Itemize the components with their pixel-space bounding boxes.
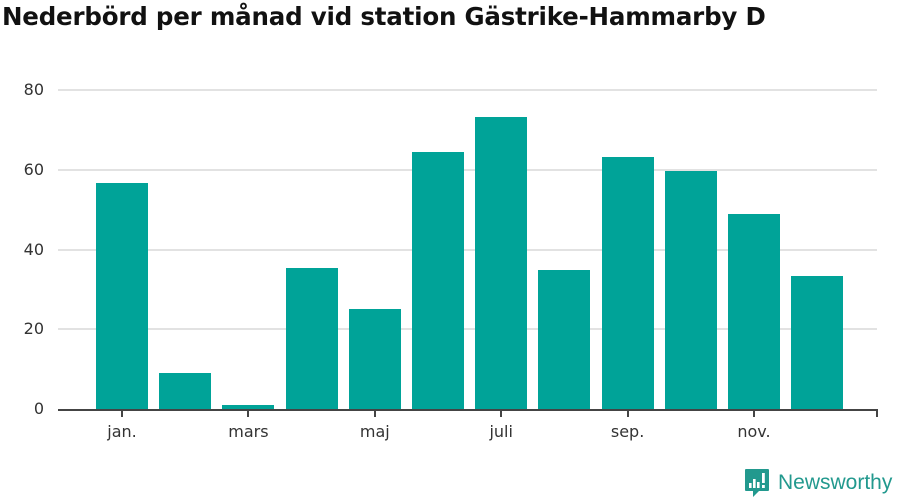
gridline [58, 89, 877, 91]
y-tick-label: 20 [23, 319, 44, 339]
bar-juni [412, 152, 464, 409]
bar-april [285, 268, 338, 409]
x-tick [121, 410, 123, 417]
x-tick-label: maj [359, 422, 390, 441]
bar-jan [96, 183, 148, 409]
bar-sep [601, 156, 654, 409]
x-tick-label: juli [489, 422, 513, 441]
bar-mars [222, 405, 275, 409]
x-tick-label: sep. [610, 422, 645, 441]
gridline [58, 168, 877, 171]
y-tick-label: 80 [23, 80, 44, 99]
bar-dec [791, 276, 844, 409]
x-tick [373, 410, 376, 417]
newsworthy-logo-icon [745, 469, 769, 497]
x-tick [500, 410, 503, 417]
y-tick-label: 0 [33, 399, 44, 418]
bar-okt [664, 171, 717, 409]
x-axis-line [58, 409, 878, 411]
x-tick-label: nov. [737, 422, 771, 441]
brand-name: Newsworthy [778, 471, 893, 494]
bar-maj [348, 308, 401, 409]
newsworthy-brand: Newsworthy [744, 468, 892, 498]
x-tick [626, 410, 629, 417]
gridline [58, 248, 877, 251]
bar-juli [475, 117, 528, 409]
x-tick [753, 410, 755, 417]
gridline [58, 328, 877, 331]
chart-title: Nederbörd per månad vid station Gästrike… [2, 2, 766, 31]
x-tick-label: jan. [107, 422, 137, 441]
y-tick-label: 40 [23, 239, 44, 259]
bar-nov [728, 214, 780, 409]
bar-feb [159, 373, 212, 409]
bar-aug [538, 270, 591, 409]
x-axis-end-tick [876, 410, 878, 417]
x-tick-label: mars [228, 422, 269, 441]
x-tick [247, 410, 250, 417]
y-tick-label: 60 [23, 159, 44, 179]
